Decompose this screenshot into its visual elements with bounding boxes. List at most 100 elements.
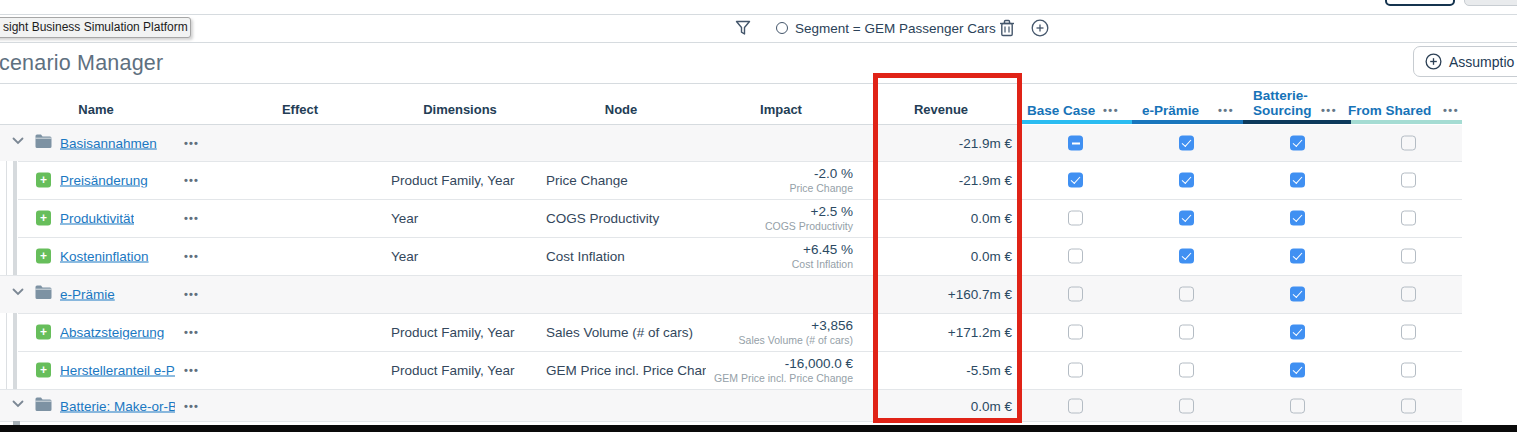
row-menu-dots[interactable]: ••• (184, 137, 199, 149)
scenario-checkbox[interactable] (1179, 398, 1194, 413)
chevron-down-icon[interactable] (11, 134, 25, 152)
add-icon[interactable]: + (36, 325, 51, 340)
scenario-checkbox[interactable] (1290, 173, 1305, 188)
scenario-name-link[interactable]: Batterie: Make-or-Buy (60, 398, 175, 413)
filter-condition[interactable]: Segment = GEM Passenger Cars (795, 21, 996, 36)
scenario-menu-dots[interactable]: ••• (1443, 104, 1459, 116)
add-filter-icon[interactable] (1031, 19, 1049, 41)
divider (0, 83, 1517, 84)
top-partial-button-secondary[interactable] (1464, 0, 1517, 6)
dimensions-cell: Product Family, Year (391, 363, 515, 378)
scenario-checkbox[interactable] (1290, 211, 1305, 226)
scenario-checkbox[interactable] (1068, 211, 1083, 226)
scenario-underline (1021, 120, 1132, 124)
scenario-checkbox[interactable] (1290, 249, 1305, 264)
row-menu-dots[interactable]: ••• (184, 400, 199, 412)
scenario-checkbox[interactable] (1068, 136, 1083, 151)
add-icon[interactable]: + (36, 211, 51, 226)
scenario-checkbox[interactable] (1290, 325, 1305, 340)
scenario-checkbox[interactable] (1401, 136, 1416, 151)
table-row: Batterie: Make-or-Buy•••0.0m € (0, 389, 1462, 422)
scenario-checkbox[interactable] (1290, 287, 1305, 302)
impact-value: +3,856 (739, 318, 853, 334)
scenario-checkbox[interactable] (1179, 136, 1194, 151)
scenario-checkbox[interactable] (1068, 287, 1083, 302)
tree-guide-bar (13, 161, 17, 275)
filter-radio-icon[interactable] (776, 22, 788, 34)
scenario-checkbox[interactable] (1401, 363, 1416, 378)
scenario-underline (1351, 120, 1462, 124)
add-icon[interactable]: + (36, 363, 51, 378)
table-row: +Kosteninflation•••YearCost Inflation+6.… (0, 237, 1462, 275)
add-icon[interactable]: + (36, 173, 51, 188)
scenario-checkbox[interactable] (1068, 363, 1083, 378)
scenario-menu-dots[interactable]: ••• (1218, 104, 1234, 116)
row-menu-dots[interactable]: ••• (184, 326, 199, 338)
scenario-checkbox[interactable] (1068, 398, 1083, 413)
tree-guide-line (6, 313, 7, 389)
scenario-name-link[interactable]: Kosteninflation (60, 249, 149, 264)
impact-cell: -16,000.0 €GEM Price incl. Price Change (714, 356, 853, 384)
scenario-checkbox[interactable] (1179, 363, 1194, 378)
scenario-name-link[interactable]: Produktivität (60, 211, 134, 226)
dimensions-cell: Product Family, Year (391, 173, 515, 188)
column-header-name: Name (16, 102, 176, 117)
table-row: +Absatzsteigerung•••Product Family, Year… (0, 313, 1462, 351)
column-header-node: Node (541, 102, 701, 117)
scenario-checkbox[interactable] (1179, 249, 1194, 264)
scenario-checkbox[interactable] (1401, 325, 1416, 340)
top-partial-button-primary[interactable] (1385, 0, 1455, 6)
scenario-checkbox[interactable] (1401, 211, 1416, 226)
chevron-down-icon[interactable] (11, 397, 25, 415)
row-menu-dots[interactable]: ••• (184, 250, 199, 262)
scenario-name-link[interactable]: e-Prämie (60, 287, 115, 302)
scenario-checkbox[interactable] (1401, 287, 1416, 302)
scenario-checkbox[interactable] (1179, 173, 1194, 188)
scenario-checkbox[interactable] (1290, 136, 1305, 151)
tooltip: sight Business Simulation Platform (0, 17, 191, 38)
tree-guide-line (6, 161, 7, 275)
table-row: +Preisänderung•••Product Family, YearPri… (0, 161, 1462, 199)
scenario-menu-dots[interactable]: ••• (1321, 104, 1337, 116)
scenario-checkbox[interactable] (1179, 287, 1194, 302)
column-header-effect: Effect (220, 102, 380, 117)
add-assumption-label: Assumptio (1449, 54, 1514, 70)
scenario-manager-screen: Segment = GEM Passenger Cars cenario Man… (0, 0, 1517, 432)
row-menu-dots[interactable]: ••• (184, 288, 199, 300)
scenario-checkbox[interactable] (1068, 325, 1083, 340)
scenario-column-0[interactable]: Base Case (1027, 103, 1095, 118)
scenario-checkbox[interactable] (1401, 249, 1416, 264)
add-icon[interactable]: + (36, 249, 51, 264)
folder-icon (35, 285, 52, 303)
scenario-checkbox[interactable] (1401, 398, 1416, 413)
scenario-checkbox[interactable] (1290, 398, 1305, 413)
chevron-down-icon[interactable] (11, 285, 25, 303)
page-title: cenario Manager (0, 51, 163, 76)
node-cell: Cost Inflation (546, 249, 706, 264)
divider (0, 42, 1517, 43)
row-menu-dots[interactable]: ••• (184, 364, 199, 376)
row-menu-dots[interactable]: ••• (184, 174, 199, 186)
scenario-checkbox[interactable] (1179, 325, 1194, 340)
impact-cell: +2.5 %COGS Productivity (765, 204, 853, 232)
filter-funnel-icon[interactable] (735, 20, 751, 40)
scenario-name-link[interactable]: Basisannahmen (60, 136, 157, 151)
impact-node-label: COGS Productivity (765, 220, 853, 232)
scenario-name-link[interactable]: Herstelleranteil e-Prämie (60, 363, 175, 378)
table-row: e-Prämie•••+160.7m € (0, 275, 1462, 313)
delete-filter-icon[interactable] (999, 19, 1015, 41)
scenario-checkbox[interactable] (1068, 173, 1083, 188)
scenario-checkbox[interactable] (1401, 173, 1416, 188)
scenario-checkbox[interactable] (1068, 249, 1083, 264)
dimensions-cell: Year (391, 249, 418, 264)
scenario-checkbox[interactable] (1179, 211, 1194, 226)
impact-cell: -2.0 %Price Change (789, 166, 853, 194)
scenario-name-link[interactable]: Preisänderung (60, 173, 148, 188)
row-menu-dots[interactable]: ••• (184, 212, 199, 224)
scenario-column-3[interactable]: From Shared (1348, 103, 1431, 118)
scenario-column-1[interactable]: e-Prämie (1142, 103, 1199, 118)
add-assumption-button[interactable]: Assumptio (1413, 46, 1517, 77)
scenario-name-link[interactable]: Absatzsteigerung (60, 325, 164, 340)
scenario-checkbox[interactable] (1290, 363, 1305, 378)
scenario-menu-dots[interactable]: ••• (1103, 104, 1119, 116)
